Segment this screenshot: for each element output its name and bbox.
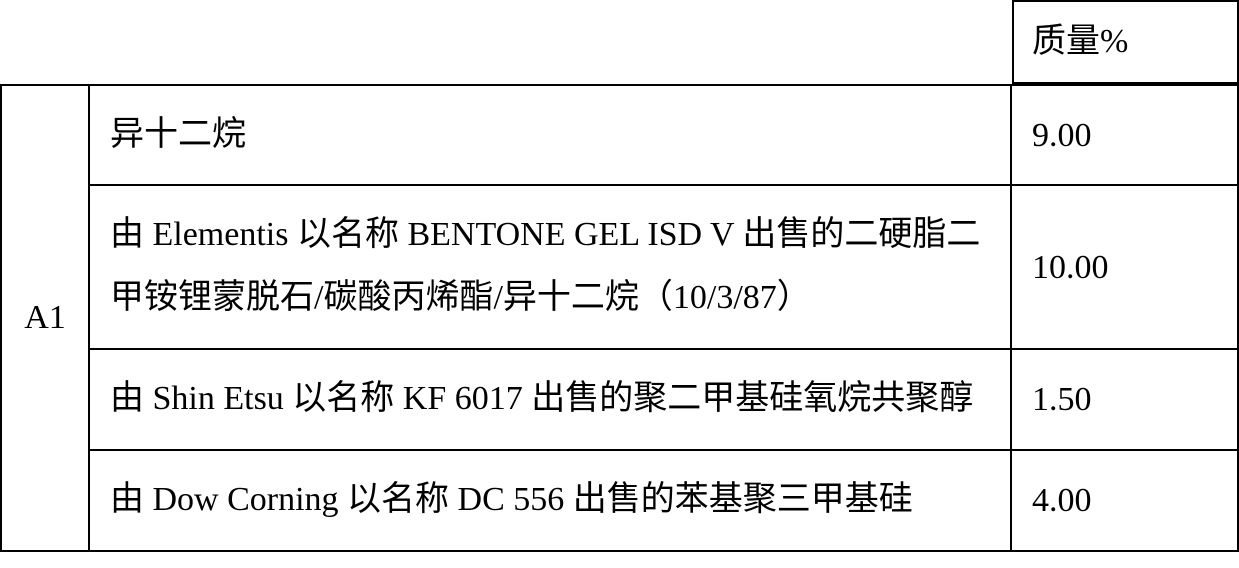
ingredient-value: 4.00 <box>1012 449 1239 552</box>
table-row: 异十二烷 9.00 <box>90 84 1239 185</box>
table-row: 由 Dow Corning 以名称 DC 556 出售的苯基聚三甲基硅 4.00 <box>90 449 1239 552</box>
table-row: 由 Elementis 以名称 BENTONE GEL ISD V 出售的二硬脂… <box>90 184 1239 348</box>
mass-percent-header: 质量% <box>1012 0 1239 84</box>
ingredient-value: 9.00 <box>1012 84 1239 185</box>
table-row: 由 Shin Etsu 以名称 KF 6017 出售的聚二甲基硅氧烷共聚醇 1.… <box>90 348 1239 449</box>
table-header-row: 质量% <box>0 0 1239 84</box>
ingredient-value: 10.00 <box>1012 184 1239 348</box>
composition-table: 质量% A1 异十二烷 9.00 由 Elementis 以名称 BENTONE… <box>0 0 1239 552</box>
ingredient-value: 1.50 <box>1012 348 1239 449</box>
ingredient-description: 由 Shin Etsu 以名称 KF 6017 出售的聚二甲基硅氧烷共聚醇 <box>90 348 1012 449</box>
ingredient-description: 由 Dow Corning 以名称 DC 556 出售的苯基聚三甲基硅 <box>90 449 1012 552</box>
header-spacer <box>0 0 1012 84</box>
ingredient-description: 异十二烷 <box>90 84 1012 185</box>
ingredient-description: 由 Elementis 以名称 BENTONE GEL ISD V 出售的二硬脂… <box>90 184 1012 348</box>
ingredients-column: 异十二烷 9.00 由 Elementis 以名称 BENTONE GEL IS… <box>90 84 1239 552</box>
group-label-a1: A1 <box>0 84 90 552</box>
table-body: A1 异十二烷 9.00 由 Elementis 以名称 BENTONE GEL… <box>0 84 1239 552</box>
